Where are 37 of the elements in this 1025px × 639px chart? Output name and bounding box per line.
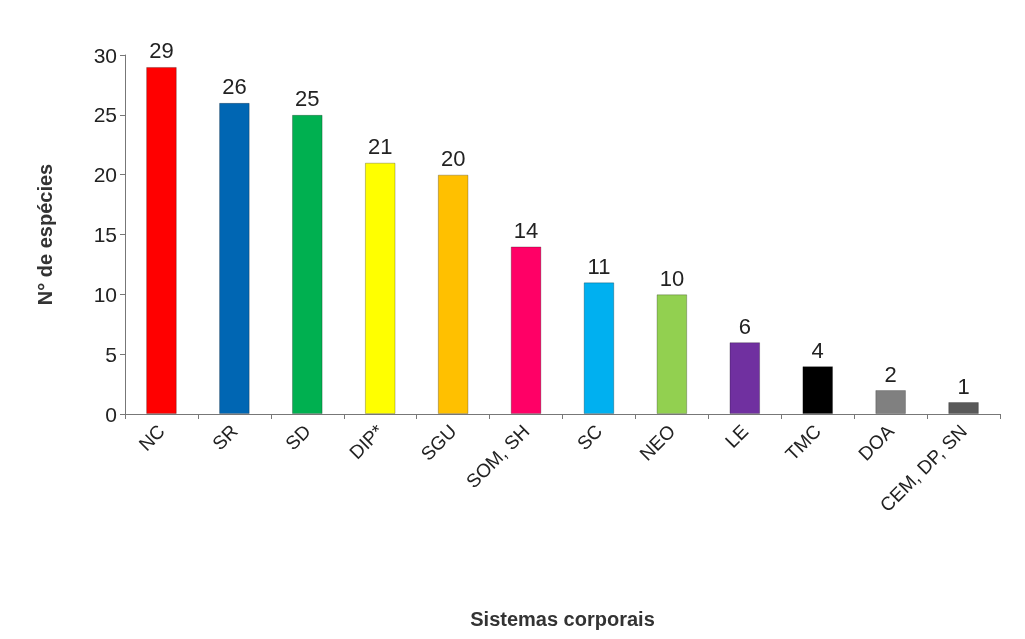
bar	[729, 342, 761, 414]
bar	[583, 282, 615, 414]
x-tick-label: SD	[281, 420, 315, 455]
data-label: 2	[884, 361, 897, 387]
bar	[948, 402, 979, 414]
y-tick-label: 15	[93, 223, 117, 246]
data-label: 1	[957, 373, 970, 399]
y-tick-label: 0	[105, 402, 117, 426]
data-label: 29	[149, 38, 174, 64]
data-label: 14	[513, 217, 539, 243]
y-tick-label: 20	[93, 163, 117, 187]
bar	[291, 114, 323, 414]
bar	[510, 246, 542, 414]
bar	[146, 66, 177, 414]
bar	[219, 102, 250, 414]
bar	[656, 294, 688, 414]
data-label: 21	[367, 134, 393, 160]
data-label: 11	[587, 253, 611, 279]
y-tick-label: 5	[105, 342, 117, 366]
bar	[437, 174, 469, 414]
data-label: 6	[738, 313, 751, 339]
data-label: 26	[222, 74, 247, 100]
x-tick-label: SC	[572, 420, 607, 455]
data-label: 10	[659, 265, 685, 291]
y-axis-title: N° de espécies	[34, 163, 56, 306]
y-tick-label: 10	[93, 282, 117, 306]
data-label: 25	[295, 86, 320, 112]
x-tick-label: LE	[720, 420, 753, 452]
x-axis-title: Sistemas corporais	[470, 608, 655, 630]
y-tick-label: 30	[93, 43, 117, 67]
data-label: 4	[811, 337, 824, 363]
data-label: 20	[440, 146, 466, 172]
bar	[802, 366, 834, 414]
x-tick-label: NC	[134, 420, 169, 455]
bar	[364, 162, 396, 414]
y-tick-label: 25	[93, 103, 117, 127]
x-tick-label: SR	[208, 420, 242, 455]
